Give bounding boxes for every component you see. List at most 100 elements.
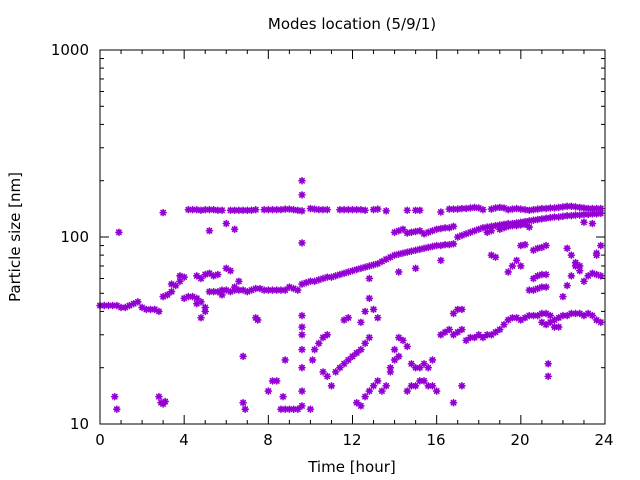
data-point bbox=[559, 203, 567, 211]
data-point bbox=[596, 209, 605, 218]
data-point bbox=[458, 231, 466, 240]
data-point bbox=[542, 241, 550, 250]
data-point bbox=[268, 205, 277, 214]
data-point bbox=[538, 243, 546, 252]
data-point bbox=[239, 286, 247, 294]
data-point bbox=[159, 292, 167, 301]
data-point bbox=[445, 205, 454, 213]
data-point bbox=[251, 205, 260, 214]
data-point bbox=[298, 191, 306, 199]
data-point bbox=[508, 262, 517, 270]
data-point bbox=[411, 246, 420, 254]
data-point bbox=[592, 270, 601, 279]
data-point bbox=[348, 352, 357, 361]
data-point bbox=[592, 316, 601, 324]
data-point bbox=[272, 286, 281, 294]
data-point bbox=[239, 206, 247, 215]
data-point bbox=[209, 272, 218, 280]
data-point bbox=[483, 223, 491, 231]
data-point bbox=[357, 318, 365, 327]
data-point bbox=[554, 323, 563, 331]
data-point bbox=[331, 368, 340, 376]
data-point bbox=[390, 356, 399, 364]
data-point bbox=[437, 330, 445, 339]
data-point bbox=[596, 241, 605, 250]
data-point bbox=[491, 253, 500, 261]
data-point bbox=[352, 265, 361, 274]
data-point bbox=[529, 205, 538, 214]
data-point bbox=[407, 247, 416, 255]
data-point bbox=[466, 228, 475, 237]
data-point bbox=[357, 402, 365, 410]
data-point bbox=[285, 205, 294, 213]
data-point bbox=[323, 205, 332, 214]
data-point bbox=[424, 228, 433, 237]
data-point bbox=[504, 268, 513, 276]
data-point bbox=[180, 273, 188, 281]
data-point bbox=[260, 286, 268, 294]
data-point bbox=[161, 397, 170, 406]
data-point bbox=[315, 339, 323, 348]
data-point bbox=[550, 323, 559, 331]
data-point bbox=[298, 311, 306, 320]
data-point bbox=[176, 277, 184, 286]
data-point bbox=[512, 204, 521, 213]
data-point bbox=[180, 294, 188, 303]
data-point bbox=[563, 281, 571, 290]
x-tick-label: 20 bbox=[510, 431, 529, 449]
data-point bbox=[580, 218, 588, 226]
data-point bbox=[298, 345, 306, 354]
data-point bbox=[512, 256, 521, 265]
data-point bbox=[550, 213, 559, 221]
data-point bbox=[365, 333, 374, 342]
data-point bbox=[411, 264, 420, 273]
data-point bbox=[209, 287, 218, 296]
data-point bbox=[542, 309, 550, 318]
data-point bbox=[268, 286, 277, 294]
data-point bbox=[487, 222, 496, 231]
data-point bbox=[407, 382, 416, 390]
data-point bbox=[222, 286, 231, 294]
data-point bbox=[533, 205, 542, 213]
data-point bbox=[184, 205, 193, 214]
x-tick-label: 12 bbox=[342, 431, 361, 449]
data-point bbox=[533, 272, 542, 280]
data-point bbox=[544, 372, 552, 381]
data-point bbox=[453, 205, 462, 213]
data-point bbox=[344, 313, 353, 322]
data-point bbox=[386, 363, 395, 372]
data-point bbox=[352, 398, 361, 407]
data-point bbox=[437, 208, 445, 216]
data-point bbox=[256, 284, 264, 293]
data-point bbox=[197, 206, 205, 215]
data-point bbox=[336, 363, 344, 372]
data-point bbox=[205, 287, 214, 296]
data-point bbox=[357, 205, 365, 214]
data-point bbox=[411, 206, 420, 215]
data-point bbox=[277, 205, 285, 214]
data-point bbox=[344, 268, 353, 276]
data-point bbox=[407, 228, 416, 237]
data-point bbox=[504, 222, 513, 231]
data-point bbox=[458, 305, 466, 314]
data-point bbox=[567, 211, 576, 220]
data-point bbox=[205, 269, 214, 278]
x-tick-label: 8 bbox=[263, 431, 273, 449]
data-point bbox=[580, 311, 588, 320]
data-point bbox=[243, 206, 252, 215]
data-point bbox=[458, 204, 466, 213]
data-point bbox=[529, 246, 538, 254]
data-point bbox=[340, 316, 348, 324]
data-point bbox=[399, 249, 407, 257]
data-point bbox=[209, 205, 218, 214]
data-point bbox=[559, 292, 567, 301]
data-point bbox=[542, 204, 550, 213]
data-point bbox=[247, 206, 256, 215]
data-point bbox=[424, 382, 433, 390]
data-point bbox=[575, 203, 584, 212]
data-point bbox=[361, 392, 369, 401]
data-point bbox=[192, 299, 201, 308]
data-point bbox=[113, 301, 121, 310]
data-point bbox=[319, 205, 327, 214]
data-point bbox=[529, 311, 538, 320]
